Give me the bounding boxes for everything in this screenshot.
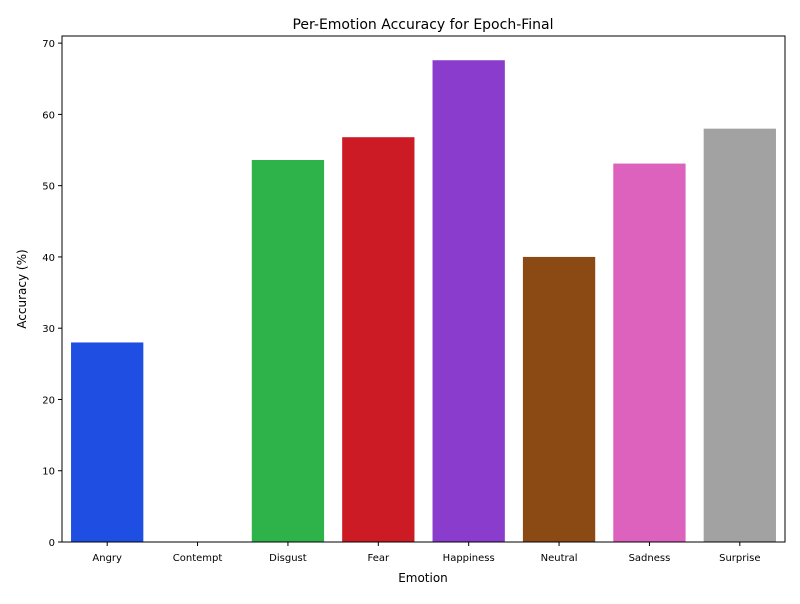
bar-surprise bbox=[703, 128, 776, 542]
x-tick-label: Surprise bbox=[719, 553, 760, 564]
x-tick-label: Angry bbox=[92, 553, 122, 564]
bar-angry bbox=[71, 342, 144, 542]
bar-disgust bbox=[251, 160, 325, 543]
x-tick-label: Disgust bbox=[269, 553, 307, 564]
y-tick-label: 60 bbox=[42, 110, 55, 121]
x-tick-label: Neutral bbox=[541, 553, 578, 564]
bar-fear bbox=[342, 137, 415, 542]
bar-happiness bbox=[432, 60, 505, 542]
y-tick-label: 30 bbox=[42, 324, 55, 335]
x-tick-label: Happiness bbox=[443, 553, 495, 564]
plot-area bbox=[71, 60, 776, 543]
x-axis: Angry Contempt Disgust Fear Happiness Neutral… bbox=[92, 542, 761, 564]
plot-frame bbox=[61, 35, 786, 543]
y-tick-label: 70 bbox=[42, 39, 55, 50]
bar-sadness bbox=[613, 163, 686, 542]
y-tick-label: 10 bbox=[42, 467, 55, 478]
y-tick-label: 0 bbox=[49, 538, 55, 549]
chart-title: Per-Emotion Accuracy for Epoch-Final bbox=[292, 17, 553, 33]
y-axis: 0 10 20 30 40 50 60 70 bbox=[42, 39, 62, 549]
y-tick-label: 20 bbox=[42, 395, 55, 406]
x-axis-label: Emotion bbox=[398, 571, 448, 585]
x-tick-label: Sadness bbox=[629, 553, 671, 564]
y-tick-label: 40 bbox=[42, 253, 55, 264]
x-tick-label: Fear bbox=[368, 553, 390, 564]
x-tick-label: Contempt bbox=[173, 553, 223, 564]
y-tick-label: 50 bbox=[42, 182, 55, 193]
y-axis-label: Accuracy (%) bbox=[15, 249, 29, 328]
bar-neutral bbox=[522, 256, 596, 542]
